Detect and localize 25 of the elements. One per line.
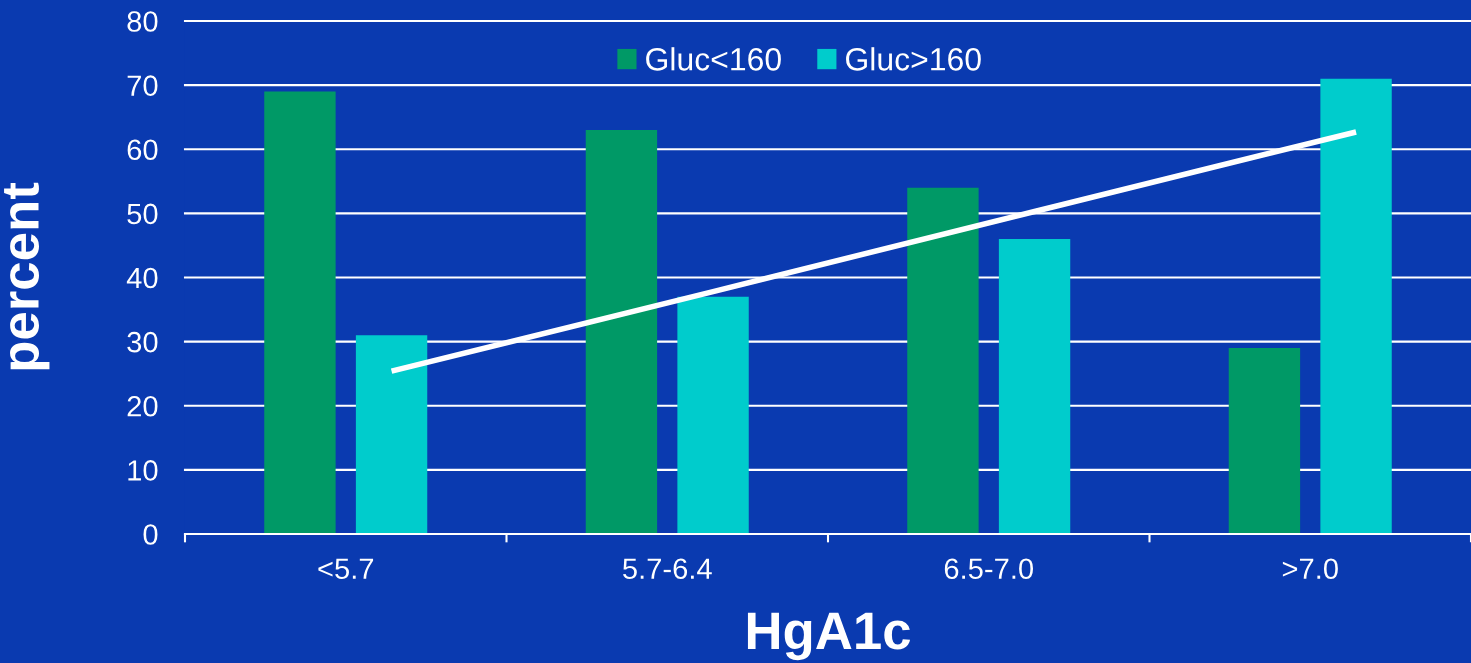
bar bbox=[998, 239, 1071, 534]
y-tick-label: 40 bbox=[126, 267, 158, 289]
y-tick-label: 30 bbox=[127, 331, 158, 353]
x-tick-label: 5.7-6.4 bbox=[623, 558, 712, 580]
y-tick-label: 60 bbox=[127, 139, 158, 161]
y-tick-label: 80 bbox=[127, 11, 158, 32]
y-tick-label: 20 bbox=[127, 395, 158, 417]
x-tick-label: <5.7 bbox=[318, 558, 374, 580]
bar bbox=[1320, 78, 1392, 534]
y-tick-label: 70 bbox=[127, 75, 158, 96]
x-tick-label: 6.5-7.0 bbox=[944, 558, 1034, 580]
y-tick-label: 0 bbox=[143, 524, 158, 545]
bar bbox=[1228, 348, 1301, 534]
x-tick-label: >7.0 bbox=[1282, 558, 1338, 580]
y-tick-label: 10 bbox=[128, 460, 158, 481]
y-axis-title: percent bbox=[4, 182, 50, 370]
legend-label: Gluc<160 bbox=[646, 47, 781, 71]
bar bbox=[677, 296, 749, 534]
bar bbox=[264, 91, 336, 534]
x-axis-title: HgA1c bbox=[747, 612, 911, 661]
y-tick-label: 50 bbox=[127, 203, 158, 225]
bar bbox=[907, 187, 979, 534]
legend-label: Gluc>160 bbox=[846, 47, 981, 71]
bar bbox=[585, 130, 658, 534]
bar bbox=[355, 335, 428, 534]
